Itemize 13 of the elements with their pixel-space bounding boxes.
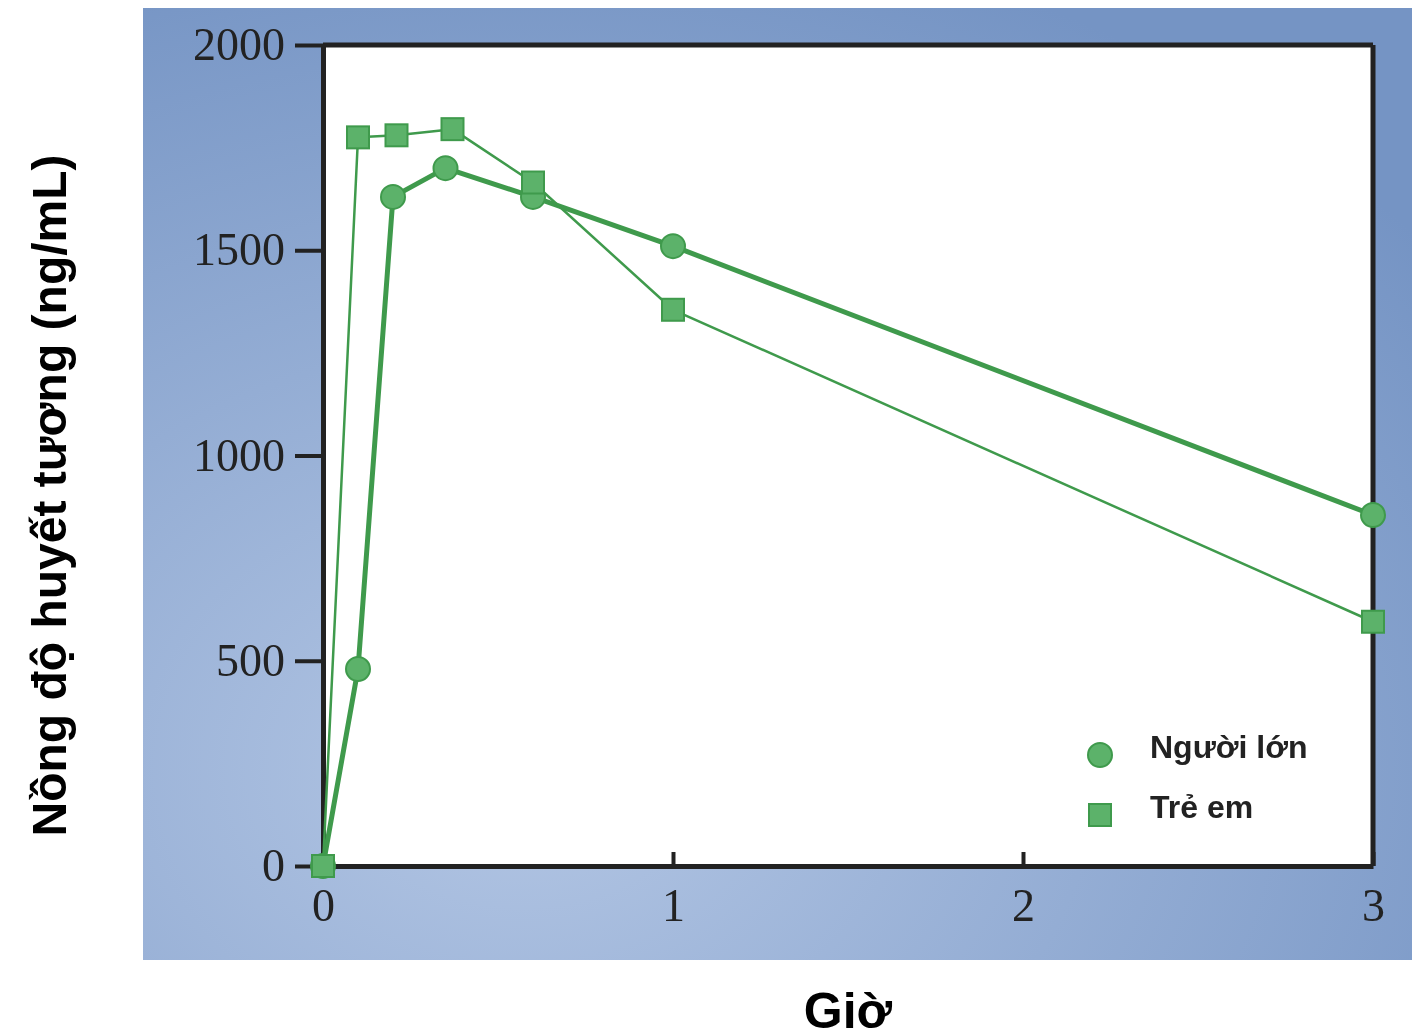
x-tick-label: 3	[1362, 879, 1385, 931]
y-tick-label: 0	[262, 840, 285, 892]
x-axis-title: Giờ	[803, 983, 893, 1036]
y-tick-label: 1000	[193, 429, 285, 481]
legend-label: Trẻ em	[1150, 789, 1254, 826]
legend-label: Người lớn	[1150, 729, 1308, 766]
x-tick-label: 2	[1012, 879, 1035, 931]
x-tick-label: 1	[662, 879, 685, 931]
y-axis-title: Nồng độ huyết tương (ng/mL)	[23, 154, 76, 837]
y-tick-label: 500	[216, 634, 285, 686]
y-tick-label: 2000	[193, 19, 285, 71]
y-tick-label: 1500	[193, 224, 285, 276]
x-tick-label: 0	[312, 879, 335, 931]
